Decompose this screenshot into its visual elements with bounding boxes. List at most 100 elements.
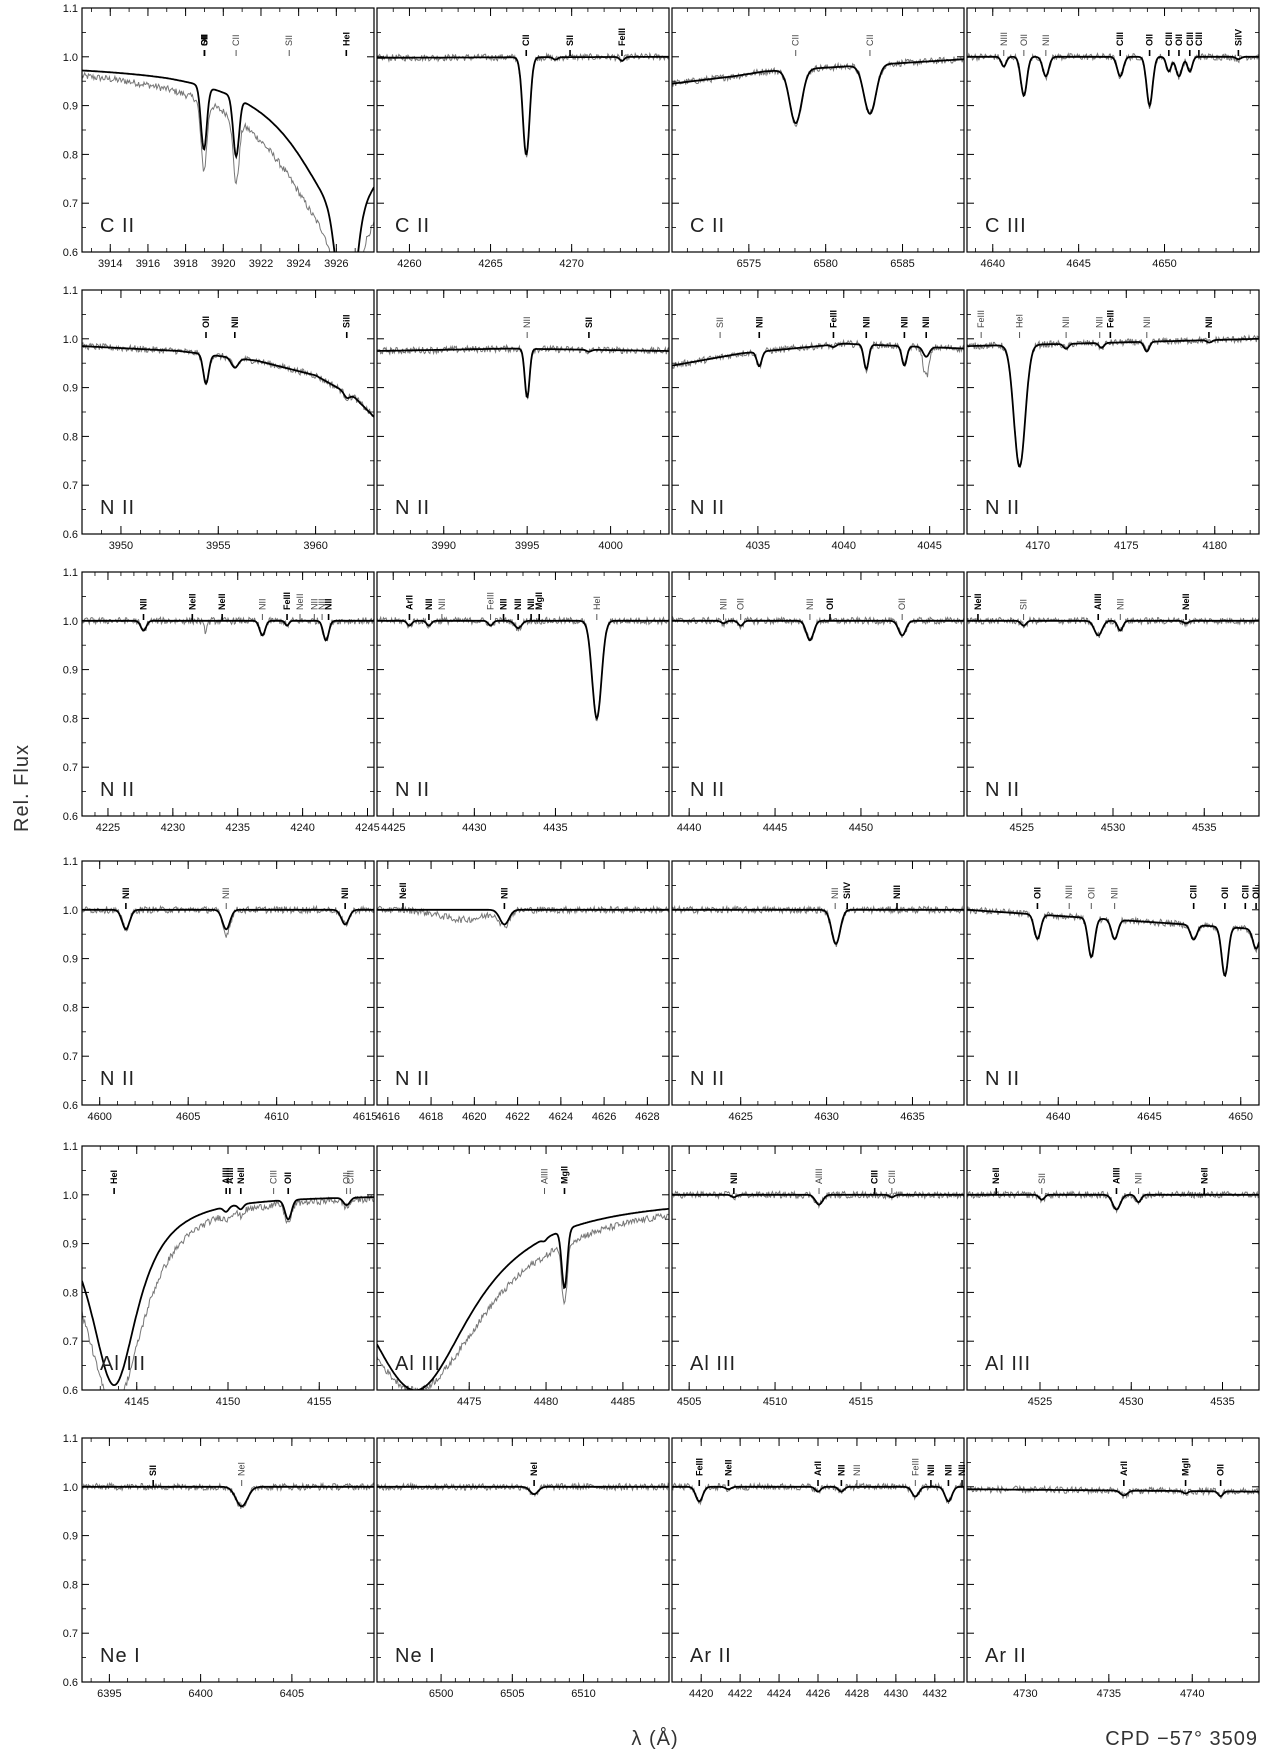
line-id-label: NII [899,316,909,328]
x-tick-label: 4624 [549,1111,573,1123]
line-id-label: NeI [529,1462,539,1476]
line-id-label: NII [1134,1172,1144,1184]
model-spectrum [82,1485,374,1508]
line-id-label: OII [897,598,907,610]
x-tick-label: 4430 [884,1688,908,1700]
line-id-label: CIII [1115,32,1125,46]
line-id-label: NII [1204,316,1214,328]
x-tick-label: 4622 [505,1111,529,1123]
y-tick-label: 0.6 [63,811,78,823]
spectrum-panel: 6500 6505 6510 NeI Ne I [376,1437,670,1700]
panel-ion-label: N II [690,497,725,519]
y-tick-label: 0.9 [63,383,78,395]
model-spectrum [377,619,669,721]
x-axis-label: λ (Å) [631,1727,678,1750]
y-tick-label: 0.6 [63,247,78,259]
line-id-label: HeI [341,32,351,46]
x-tick-label: 4645 [1066,258,1090,270]
y-tick-label: 1.0 [63,905,78,917]
y-tick-label: 0.8 [63,1579,78,1591]
panel-ion-label: Al III [100,1353,146,1375]
x-tick-label: 4450 [849,822,873,834]
x-tick-label: 4635 [900,1111,924,1123]
x-tick-label: 4730 [1013,1688,1037,1700]
panel-ion-label: N II [690,779,725,801]
line-id-label: NII [499,598,509,610]
x-tick-label: 4428 [845,1688,869,1700]
x-tick-label: 3955 [206,540,230,552]
line-id-label: AlIII [1093,593,1103,610]
x-tick-label: 4626 [592,1111,616,1123]
observed-spectrum [672,904,964,948]
line-id-label: NeII [1181,593,1191,610]
model-spectrum [967,1488,1259,1498]
observed-spectrum [967,906,1259,978]
x-tick-label: 4440 [677,822,701,834]
x-tick-label: 6500 [429,1688,453,1700]
x-tick-label: 4420 [689,1688,713,1700]
observed-spectrum [967,616,1259,638]
star-name: CPD −57° 3509 [1105,1728,1258,1750]
model-spectrum [377,908,669,926]
line-id-label: SII [584,317,594,328]
line-id-label: MgII [560,1166,570,1184]
model-spectrum [377,1207,669,1390]
panel-ion-label: N II [690,1068,725,1090]
line-id-label: NII [139,598,149,610]
line-id-label: NII [437,598,447,610]
x-tick-label: 4535 [1210,1396,1234,1408]
y-tick-label: 1.0 [63,52,78,64]
y-tick-label: 0.7 [63,198,78,210]
line-id-label: SII [1019,599,1029,610]
x-tick-label: 4525 [1028,1396,1052,1408]
line-id-label: SII [200,35,210,46]
x-tick-label: 4422 [728,1688,752,1700]
x-tick-label: 6510 [571,1688,595,1700]
x-tick-label: 4640 [981,258,1005,270]
line-id-label: NII [257,598,267,610]
line-id-label: NeII [217,593,227,610]
line-id-label: NeII [991,1167,1001,1184]
line-id-label: OII [1216,1464,1226,1476]
y-tick-label: 1.1 [63,856,78,868]
x-tick-label: 4430 [462,822,486,834]
line-id-label: NII [921,316,931,328]
line-id-label: AlIII [540,1168,550,1184]
line-id-label: NII [526,598,536,610]
line-id-label: FeIII [282,592,292,610]
line-id-label: NII [424,598,434,610]
y-tick-label: 0.7 [63,1628,78,1640]
x-tick-label: 6505 [500,1688,524,1700]
line-id-label: CII [231,34,241,46]
line-id-label: NII [317,598,327,610]
spectrum-panel: 6575 6580 6585 CII CII C II [671,7,965,270]
observed-spectrum [967,52,1259,110]
y-tick-label: 0.6 [63,1385,78,1397]
x-tick-label: 4424 [767,1688,791,1700]
x-tick-label: 4605 [176,1111,200,1123]
line-id-label: CII [791,34,801,46]
line-id-label: CIII [345,1170,355,1184]
line-id-label: NII [1142,316,1152,328]
line-id-label: AlIII [814,1168,824,1184]
model-spectrum [967,337,1259,468]
x-tick-label: 4615 [353,1111,377,1123]
line-id-label: NeII [236,1167,246,1184]
x-tick-label: 4645 [1137,1111,1161,1123]
y-tick-label: 0.7 [63,1051,78,1063]
x-tick-label: 4150 [216,1396,240,1408]
line-id-label: CII [521,34,531,46]
line-id-label: OII [1032,887,1042,899]
line-id-label: SII [148,1465,158,1476]
x-tick-label: 3926 [324,258,348,270]
line-id-label: NII [324,598,334,610]
model-spectrum [967,908,1259,977]
x-tick-label: 4650 [1229,1111,1253,1123]
panel-ion-label: Ne I [100,1645,141,1667]
observed-spectrum [82,1194,374,1390]
line-id-label: FeIII [486,592,496,610]
spectrum-panel: 4260 4265 4270 CII SII FeIII C II [376,7,670,270]
observed-spectrum [82,904,374,938]
